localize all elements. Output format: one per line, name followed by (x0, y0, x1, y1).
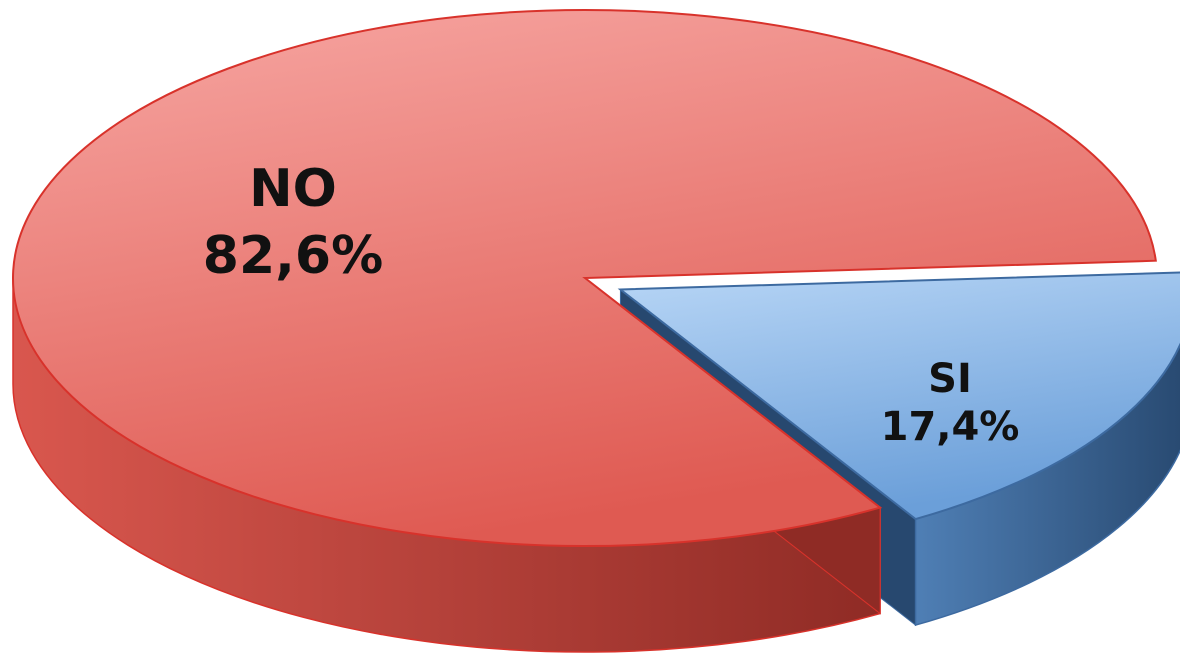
pie-slice-si (617, 271, 1180, 521)
slice-label-si-value: 17,4% (881, 404, 1020, 450)
slice-label-no-value: 82,6% (203, 226, 383, 286)
pie-top-faces (12, 9, 1180, 547)
pie-labels: NO 82,6% SI 17,4% (203, 159, 1020, 450)
slice-label-no-name: NO (249, 159, 337, 219)
slice-label-si-name: SI (928, 356, 972, 402)
pie-slice-no (12, 9, 1157, 547)
